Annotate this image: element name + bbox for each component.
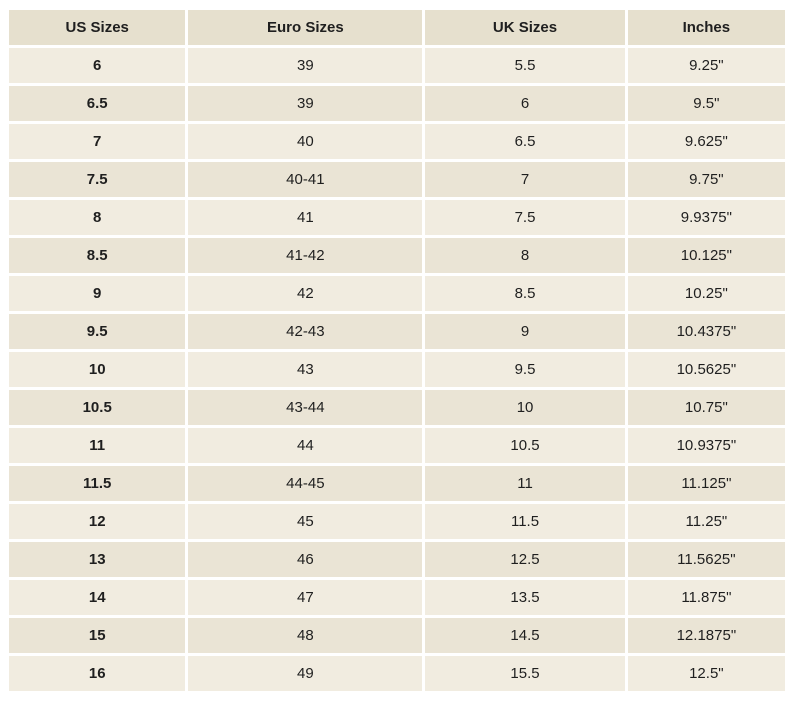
table-row: 14 47 13.5 11.875" [9,580,785,615]
table-cell: 8.5 [425,276,625,311]
table-row: 9.5 42-43 9 10.4375" [9,314,785,349]
table-cell: 9.5" [627,86,785,121]
table-cell: 6 [9,48,186,83]
column-header: US Sizes [9,10,186,45]
table-cell: 9.5 [425,352,625,387]
table-cell: 8.5 [9,238,186,273]
table-row: 8.5 41-42 8 10.125" [9,238,785,273]
table-cell: 6.5 [9,86,186,121]
table-row: 9 42 8.5 10.25" [9,276,785,311]
table-cell: 9.9375" [627,200,785,235]
column-header: UK Sizes [425,10,625,45]
table-cell: 11 [425,466,625,501]
table-row: 12 45 11.5 11.25" [9,504,785,539]
table-cell: 9 [9,276,186,311]
table-cell: 9.625" [627,124,785,159]
table-cell: 42-43 [188,314,423,349]
table-body: 6 39 5.5 9.25" 6.5 39 6 9.5" 7 40 6.5 9.625" 7.5 40-4… [9,48,785,691]
table-cell: 9.75" [627,162,785,197]
column-header: Euro Sizes [188,10,423,45]
table-cell: 44-45 [188,466,423,501]
table-cell: 9 [425,314,625,349]
table-cell: 11.125" [627,466,785,501]
table-cell: 11 [9,428,186,463]
table-cell: 12 [9,504,186,539]
table-row: 8 41 7.5 9.9375" [9,200,785,235]
table-cell: 48 [188,618,423,653]
table-cell: 43-44 [188,390,423,425]
table-cell: 11.5 [9,466,186,501]
shoe-size-conversion-table: US Sizes Euro Sizes UK Sizes Inches 6 39 5.5 9… [6,7,788,694]
table-row: 16 49 15.5 12.5" [9,656,785,691]
table-cell: 9.25" [627,48,785,83]
table-cell: 10.125" [627,238,785,273]
table-cell: 7 [9,124,186,159]
table-cell: 39 [188,86,423,121]
table-cell: 10.9375" [627,428,785,463]
table-cell: 40-41 [188,162,423,197]
table-row: 7 40 6.5 9.625" [9,124,785,159]
table-cell: 10.5625" [627,352,785,387]
table-cell: 41 [188,200,423,235]
table-cell: 12.1875" [627,618,785,653]
table-cell: 40 [188,124,423,159]
table-cell: 12.5 [425,542,625,577]
table-cell: 10 [425,390,625,425]
table-row: 10.5 43-44 10 10.75" [9,390,785,425]
table-cell: 7 [425,162,625,197]
table-row: 11 44 10.5 10.9375" [9,428,785,463]
table-cell: 7.5 [9,162,186,197]
table-cell: 11.5 [425,504,625,539]
table-row: 7.5 40-41 7 9.75" [9,162,785,197]
table-row: 6.5 39 6 9.5" [9,86,785,121]
table-row: 15 48 14.5 12.1875" [9,618,785,653]
table-cell: 39 [188,48,423,83]
table-cell: 46 [188,542,423,577]
table-cell: 9.5 [9,314,186,349]
table-cell: 10.25" [627,276,785,311]
table-cell: 8 [9,200,186,235]
table-cell: 10.4375" [627,314,785,349]
table-cell: 43 [188,352,423,387]
table-row: 11.5 44-45 11 11.125" [9,466,785,501]
table-cell: 13 [9,542,186,577]
table-cell: 41-42 [188,238,423,273]
table-cell: 42 [188,276,423,311]
table-cell: 49 [188,656,423,691]
table-cell: 45 [188,504,423,539]
table-cell: 10.75" [627,390,785,425]
table-row: 6 39 5.5 9.25" [9,48,785,83]
table-row: 10 43 9.5 10.5625" [9,352,785,387]
table-cell: 44 [188,428,423,463]
table-cell: 11.5625" [627,542,785,577]
table-cell: 14 [9,580,186,615]
table-cell: 15.5 [425,656,625,691]
column-header: Inches [627,10,785,45]
table-row: 13 46 12.5 11.5625" [9,542,785,577]
table-cell: 6.5 [425,124,625,159]
table-cell: 47 [188,580,423,615]
table-cell: 7.5 [425,200,625,235]
table-cell: 11.875" [627,580,785,615]
table-cell: 5.5 [425,48,625,83]
table-cell: 6 [425,86,625,121]
table-cell: 10.5 [9,390,186,425]
table-cell: 12.5" [627,656,785,691]
table-cell: 8 [425,238,625,273]
table-cell: 16 [9,656,186,691]
table-cell: 11.25" [627,504,785,539]
table-header-row: US Sizes Euro Sizes UK Sizes Inches [9,10,785,45]
table-cell: 10 [9,352,186,387]
table-cell: 14.5 [425,618,625,653]
table-cell: 10.5 [425,428,625,463]
table-cell: 15 [9,618,186,653]
table-cell: 13.5 [425,580,625,615]
